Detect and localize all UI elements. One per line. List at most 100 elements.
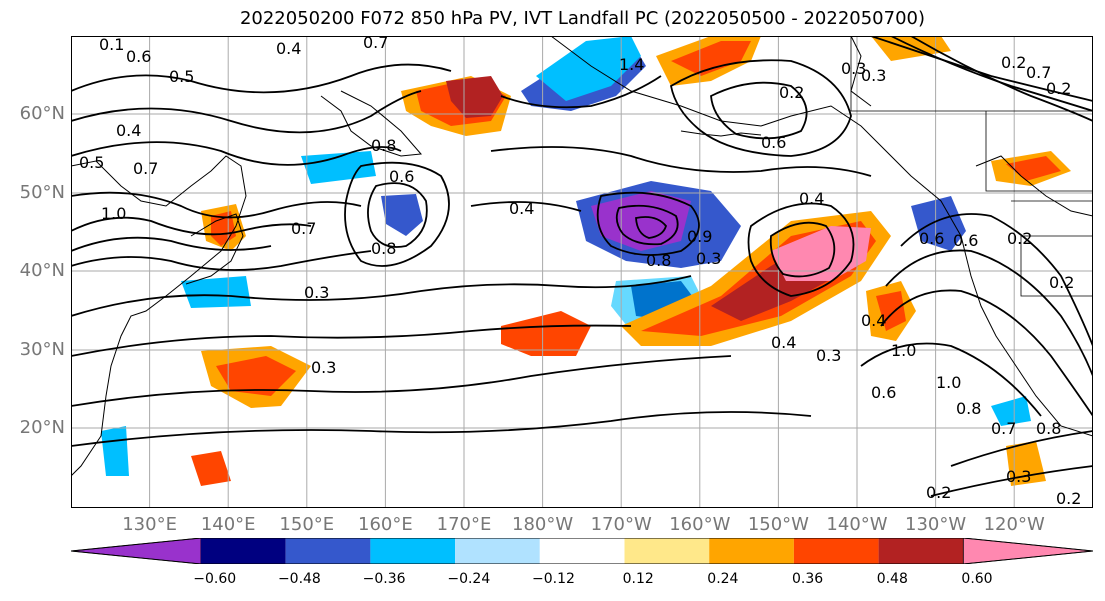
- coast-asia: [71, 155, 247, 477]
- lon-label: 130°W: [905, 514, 967, 535]
- contour-label: 0.8: [646, 251, 671, 270]
- contour-label: 0.8: [956, 399, 981, 418]
- coast-alaska: [550, 36, 1093, 437]
- colorbar-seg-10: [962, 538, 1093, 564]
- contour-label: 0.3: [816, 346, 841, 365]
- coast-japan: [185, 213, 244, 285]
- colorbar-tick: 0.48: [876, 571, 908, 587]
- lat-label: 30°N: [19, 339, 65, 360]
- contour-label: 0.8: [371, 136, 396, 155]
- darkred-patch-bering: [446, 76, 503, 118]
- cyan-patch-west: [101, 426, 129, 476]
- colorbar-seg-3: [370, 538, 456, 564]
- cyan-patch-north: [301, 151, 376, 184]
- colorbar-tick: −0.36: [362, 571, 406, 587]
- lon-label: 160°W: [669, 514, 731, 535]
- lon-label: 150°E: [279, 514, 335, 535]
- contour-label: 1.4: [619, 55, 644, 74]
- contour-label: 0.7: [363, 36, 388, 52]
- colorbar-seg-7: [709, 538, 794, 564]
- map-panel: 0.1 0.6 0.4 0.7 0.5 0.4 0.5 0.7 0.7 0.8 …: [71, 36, 1093, 508]
- ivt-contours: [71, 36, 1093, 497]
- map-title: 2022050200 F072 850 hPa PV, IVT Landfall…: [239, 8, 926, 29]
- contour-labels: 0.1 0.6 0.4 0.7 0.5 0.4 0.5 0.7 0.7 0.8 …: [79, 36, 1081, 508]
- contour-label: 0.8: [1036, 419, 1061, 438]
- red-patch-southwest: [216, 356, 296, 396]
- lon-label: 130°E: [122, 514, 177, 535]
- contour-label: 0.4: [509, 199, 534, 218]
- coast-northwest: [975, 155, 1093, 217]
- contour-label: 0.4: [861, 311, 886, 330]
- contour-label: 0.7: [991, 419, 1016, 438]
- purple-core-central: [591, 191, 691, 251]
- contour-label: 0.2: [926, 483, 951, 502]
- lon-label: 160°E: [358, 514, 413, 535]
- contour-label: 0.5: [169, 67, 194, 86]
- contour-label: 0.4: [276, 39, 301, 58]
- contour-label: 0.4: [799, 189, 824, 208]
- colorbar-seg-1: [201, 538, 286, 564]
- contour-label: 0.4: [116, 121, 141, 140]
- coast-canada: [850, 36, 872, 107]
- contour-label: 0.7: [1026, 63, 1051, 82]
- coast-aleutians: [680, 130, 762, 137]
- contour-label: 0.6: [126, 47, 151, 66]
- map-canvas: 0.1 0.6 0.4 0.7 0.5 0.4 0.5 0.7 0.7 0.8 …: [71, 36, 1093, 508]
- lat-label: 20°N: [19, 417, 65, 438]
- contour-label: 1.0: [891, 341, 916, 360]
- coast-kamchatka: [320, 90, 423, 157]
- colorbar-seg-0: [71, 538, 202, 564]
- colorbar-seg-4: [455, 538, 540, 564]
- contour-label: 0.7: [133, 159, 158, 178]
- red-patch-gulf: [671, 41, 751, 76]
- colorbar-tick: 0.60: [961, 571, 993, 587]
- contour-label: 0.3: [841, 59, 866, 78]
- contour-label: 0.1: [99, 36, 124, 54]
- orange-patch-south: [191, 451, 231, 486]
- contour-label: 0.2: [779, 83, 804, 102]
- colorbar-tick: 0.36: [792, 571, 824, 587]
- contour-label: 1.0: [101, 204, 126, 223]
- contour-label: 0.3: [861, 66, 886, 85]
- lon-label: 180°W: [512, 514, 574, 535]
- contour-label: 0.4: [771, 333, 796, 352]
- contour-label: 0.3: [304, 283, 329, 302]
- contour-label: 1.0: [936, 373, 961, 392]
- lon-label: 150°W: [747, 514, 809, 535]
- lon-label: 170°W: [590, 514, 652, 535]
- lon-label: 120°W: [983, 514, 1045, 535]
- colorbar-seg-8: [793, 538, 879, 564]
- contour-label: 0.3: [1006, 467, 1031, 486]
- contour-label: 0.7: [291, 219, 316, 238]
- admin-borders: [850, 36, 1093, 297]
- red-patch-coast: [876, 291, 906, 331]
- cyan-patch-coast: [991, 396, 1031, 426]
- colorbar-tick: −0.60: [193, 571, 237, 587]
- contour-label: 0.6: [389, 167, 414, 186]
- blue-patch-coast: [911, 196, 966, 251]
- contour-label: 0.6: [919, 229, 944, 248]
- contour-label: 0.6: [953, 231, 978, 250]
- contour-label: 0.2: [1046, 79, 1071, 98]
- contour-label: 0.8: [371, 239, 396, 258]
- colorbar-seg-2: [285, 538, 371, 564]
- pc-shading: [101, 36, 1071, 486]
- contour-label: 0.6: [871, 383, 896, 402]
- contour-label: 0.3: [696, 249, 721, 268]
- lat-label: 50°N: [19, 182, 65, 203]
- lat-label: 40°N: [19, 260, 65, 281]
- orange-patch-midwest: [501, 311, 591, 356]
- colorbar-seg-9: [878, 538, 964, 564]
- contour-label: 0.2: [1056, 489, 1081, 508]
- contour-label: 0.2: [1001, 53, 1026, 72]
- contour-label: 0.5: [79, 153, 104, 172]
- colorbar-tick: −0.12: [532, 571, 575, 587]
- colorbar-seg-6: [624, 538, 710, 564]
- contour-label: 0.2: [1049, 273, 1074, 292]
- colorbar-tick: −0.48: [277, 571, 321, 587]
- colorbar: [71, 538, 1093, 564]
- lat-label: 60°N: [19, 103, 65, 124]
- lon-label: 170°E: [436, 514, 492, 535]
- cyan-patch-alaska: [536, 36, 641, 101]
- contour-label: 0.2: [1007, 229, 1032, 248]
